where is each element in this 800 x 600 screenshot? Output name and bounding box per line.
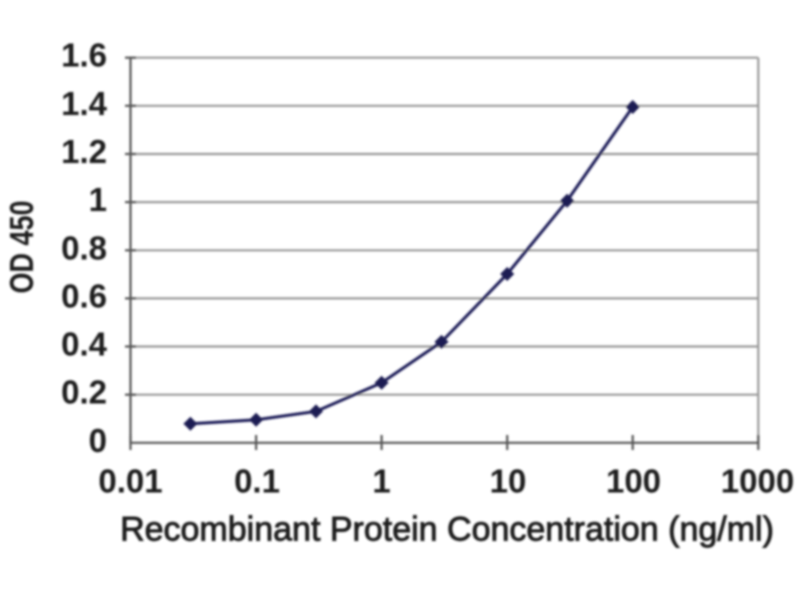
svg-text:1.4: 1.4 <box>61 85 108 122</box>
svg-text:1: 1 <box>372 462 390 499</box>
svg-text:0.4: 0.4 <box>61 326 108 363</box>
svg-text:0.6: 0.6 <box>61 277 107 314</box>
svg-text:1000: 1000 <box>721 462 794 499</box>
svg-text:10: 10 <box>490 462 527 499</box>
svg-text:0: 0 <box>89 422 107 459</box>
svg-text:0.01: 0.01 <box>98 462 162 499</box>
svg-text:OD 450: OD 450 <box>3 201 40 294</box>
svg-text:0.8: 0.8 <box>61 229 107 266</box>
svg-text:0.2: 0.2 <box>61 374 107 411</box>
svg-text:Recombinant Protein Concentrat: Recombinant Protein Concentration (ng/ml… <box>120 511 774 549</box>
svg-text:1.2: 1.2 <box>61 133 107 170</box>
svg-text:0.1: 0.1 <box>234 462 280 499</box>
svg-text:100: 100 <box>606 462 661 499</box>
svg-text:1.6: 1.6 <box>61 37 107 74</box>
svg-text:1: 1 <box>89 181 107 218</box>
